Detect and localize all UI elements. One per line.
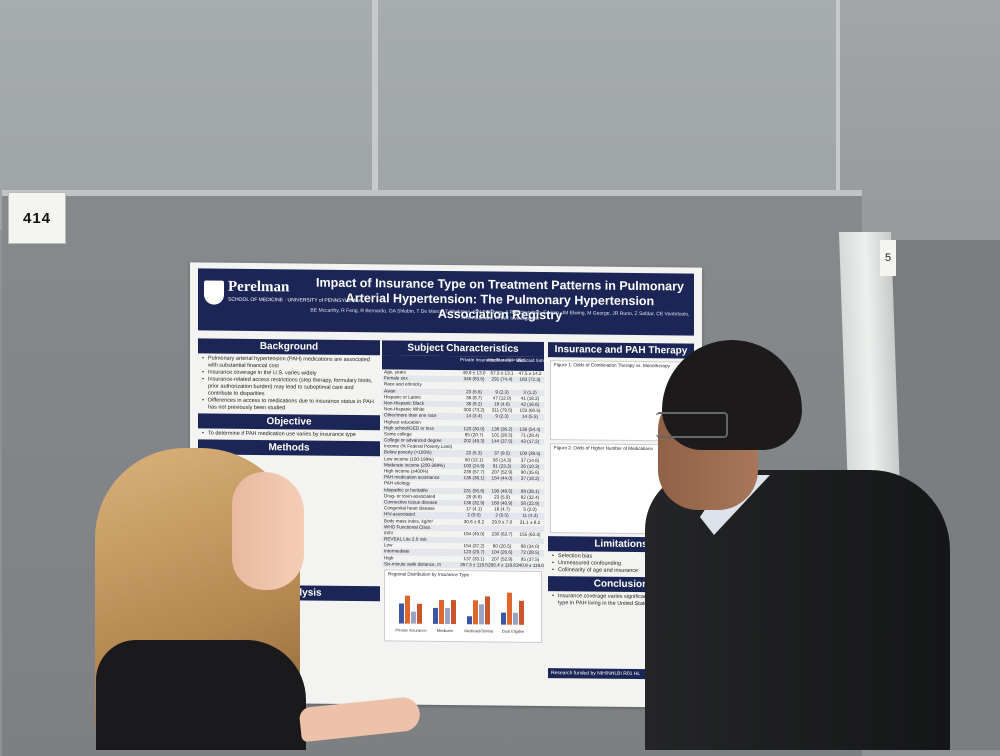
poster-header: Perelman SCHOOL OF MEDICINE · UNIVERSITY… bbox=[198, 268, 694, 336]
table-cell: 357.3 ± 119.5 bbox=[460, 561, 488, 568]
table-header-cell: Private Insurance N = 414 bbox=[460, 357, 514, 363]
regional-chart: Regional Distribution by Insurance Type … bbox=[384, 569, 542, 644]
shield-icon bbox=[204, 280, 224, 305]
table-cell: 340.8 ± 119.0 bbox=[516, 562, 544, 568]
regional-bar-chart: Private Insurance Medicare Medicaid/Simila… bbox=[395, 592, 525, 634]
chart-bar bbox=[513, 612, 518, 625]
logo-name: Perelman bbox=[228, 278, 290, 296]
wall-seam bbox=[372, 0, 378, 225]
table-cell: Six-minute walk distance, m bbox=[384, 561, 441, 567]
chart-bar bbox=[501, 612, 506, 625]
chart-category-label: Private Insurance bbox=[395, 627, 427, 632]
background-bullet: Insurance-related access restrictions (s… bbox=[208, 377, 374, 400]
presenter-face bbox=[232, 472, 304, 590]
chart-category-label: Dual Eligible bbox=[502, 629, 525, 634]
subject-table: Private Insurance N = 414 Medicare N = 3… bbox=[382, 355, 568, 570]
chart-bar bbox=[445, 607, 450, 625]
chart-bar bbox=[405, 595, 410, 624]
background-bullets: Pulmonary arterial hypertension (PAH) me… bbox=[198, 353, 380, 415]
insurance-therapy-heading: Insurance and PAH Therapy bbox=[548, 342, 694, 359]
chart-bar bbox=[433, 607, 438, 624]
chart-bar bbox=[519, 600, 524, 625]
research-poster: Perelman SCHOOL OF MEDICINE · UNIVERSITY… bbox=[190, 262, 702, 708]
visitor-glasses bbox=[656, 412, 728, 438]
presenter-body bbox=[96, 640, 306, 750]
objective-line: To determine if PAH medication use varie… bbox=[208, 431, 374, 440]
chart-category-label: Medicaid/Similar bbox=[464, 628, 494, 633]
chart-bar bbox=[473, 600, 478, 625]
middle-column: Subject Characteristics Private Insuranc… bbox=[382, 340, 568, 646]
table-header-cell: Medicare N = 391 bbox=[488, 357, 525, 363]
table-header-cell bbox=[382, 355, 460, 370]
chart-bar bbox=[417, 603, 422, 624]
chart-bar bbox=[467, 616, 472, 625]
table-cell: 266.4 ± 119.8 bbox=[488, 562, 516, 568]
chart-bar bbox=[507, 592, 512, 625]
chart-bar bbox=[485, 596, 490, 625]
back-wall-right bbox=[840, 0, 1000, 245]
chart-bar bbox=[399, 603, 404, 624]
chart-bar bbox=[439, 599, 444, 624]
neighbor-booth-tag: 5 bbox=[880, 240, 896, 276]
booth-number-tag: 414 bbox=[8, 192, 66, 244]
visitor-suit bbox=[645, 470, 950, 750]
chart-bar bbox=[411, 611, 416, 624]
chart-bar bbox=[451, 600, 456, 625]
chart-category-label: Medicare bbox=[437, 628, 454, 633]
visitor-hair bbox=[662, 340, 802, 450]
background-bullet: Differences in access to medications due… bbox=[208, 398, 374, 414]
figure-1-title: Figure 1: Odds of Combination Therapy vs… bbox=[554, 362, 670, 369]
subject-characteristics-heading: Subject Characteristics bbox=[382, 340, 544, 358]
penn-logo: Perelman SCHOOL OF MEDICINE · UNIVERSITY… bbox=[204, 278, 362, 315]
table-row: Six-minute walk distance, m 357.3 ± 119.5… bbox=[382, 561, 544, 570]
wall-seam bbox=[836, 0, 842, 225]
table-header-cell: Medicaid Similar N = 253 bbox=[516, 357, 568, 364]
chart-bar bbox=[479, 604, 484, 625]
